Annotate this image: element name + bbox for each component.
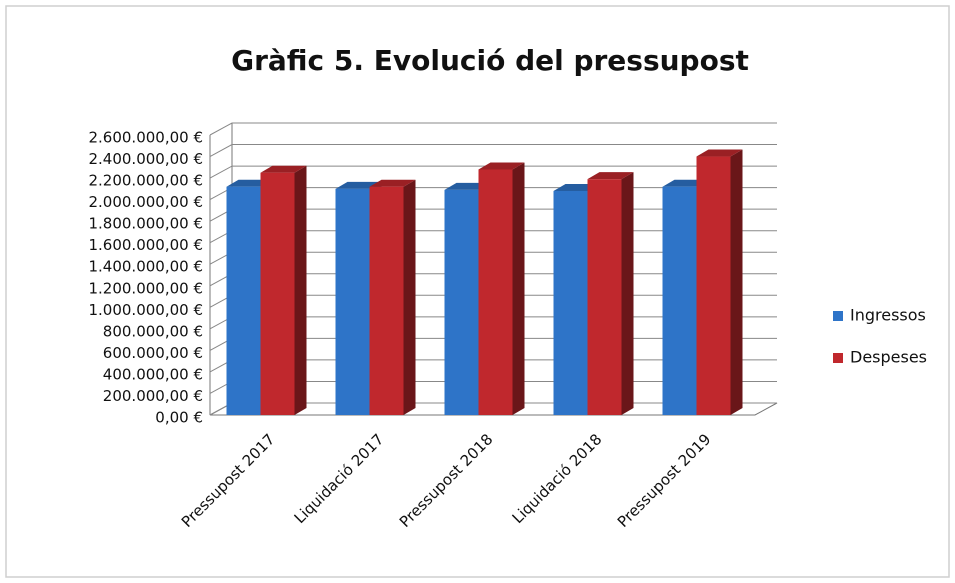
y-tick-label: 1.000.000,00 € [88, 301, 203, 319]
bar-side [730, 149, 743, 416]
bar-side [621, 172, 634, 415]
bar-front [587, 179, 622, 415]
bar-side [403, 179, 416, 415]
grid-line [209, 144, 777, 157]
grid-line [209, 122, 777, 136]
bar-front [662, 186, 697, 415]
bar-front [444, 189, 479, 415]
bar [696, 149, 743, 416]
bar-front [553, 191, 588, 415]
legend-swatch [833, 311, 843, 321]
y-tick-label: 1.600.000,00 € [88, 236, 203, 254]
bar-front [260, 172, 295, 415]
y-tick-label: 2.200.000,00 € [88, 172, 203, 190]
bar [478, 162, 525, 415]
y-tick-label: 2.600.000,00 € [88, 129, 203, 147]
legend-label: Despeses [850, 348, 927, 367]
bar-side [294, 165, 307, 415]
bar-front [335, 188, 370, 415]
y-tick-label: 2.400.000,00 € [88, 150, 203, 168]
y-tick-label: 1.200.000,00 € [88, 279, 203, 297]
bar [260, 165, 307, 415]
bar-top [696, 149, 743, 157]
y-tick-label: 400.000,00 € [103, 365, 203, 383]
bar-front [369, 186, 404, 415]
bar-front [696, 156, 731, 416]
y-tick-label: 800.000,00 € [103, 322, 203, 340]
bar-top [478, 162, 525, 170]
y-tick-label: 600.000,00 € [103, 344, 203, 362]
bar-front [478, 169, 513, 415]
grid-line [209, 165, 777, 179]
y-tick-label: 1.400.000,00 € [88, 258, 203, 276]
y-tick-label: 1.800.000,00 € [88, 215, 203, 233]
bar-front [226, 186, 261, 415]
bar-side [512, 162, 525, 415]
bar-top [587, 172, 634, 180]
y-tick-label: 200.000,00 € [103, 387, 203, 405]
y-tick-label: 0,00 € [155, 409, 203, 427]
y-tick-label: 2.000.000,00 € [88, 193, 203, 211]
legend-label: Ingressos [850, 306, 926, 325]
bar-top [369, 179, 416, 187]
bar [587, 172, 634, 415]
legend-swatch [833, 353, 843, 363]
chart-title: Gràfic 5. Evolució del pressupost [231, 44, 749, 77]
bar-top [260, 165, 307, 173]
bar [369, 179, 416, 415]
